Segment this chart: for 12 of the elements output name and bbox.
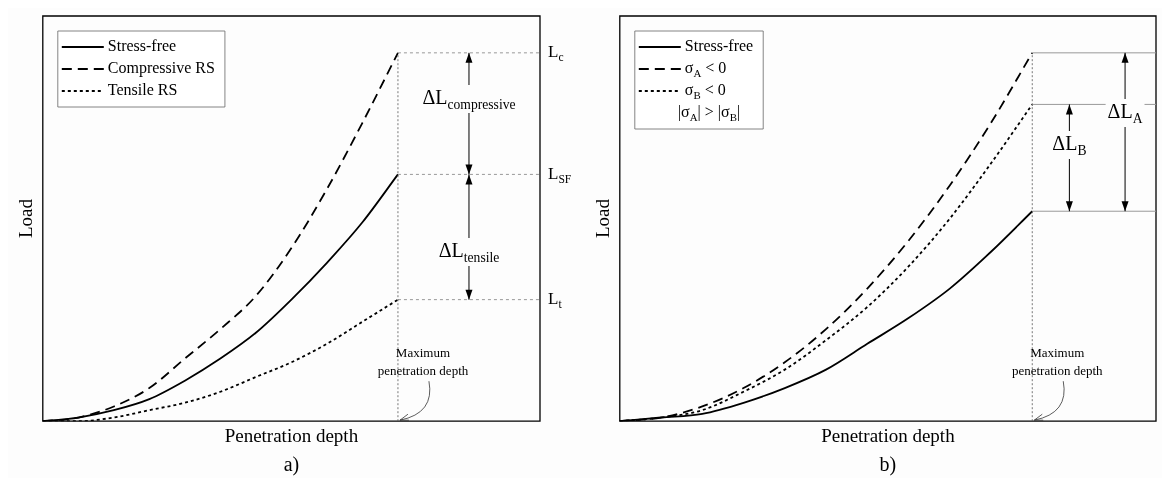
x-axis-title: Penetration depth: [224, 424, 359, 446]
legend-label: Stress-free: [684, 37, 754, 55]
annotation: Maximum penetration depth: [377, 344, 469, 378]
legend-label: Stress-free: [107, 37, 177, 55]
text: b): [879, 453, 897, 477]
legend-label: Compressive RS: [107, 59, 215, 78]
y-axis-title: Load: [15, 198, 37, 239]
y-axis-title: Load: [592, 198, 614, 239]
x-axis-title: Penetration depth: [821, 424, 956, 446]
text: a): [283, 453, 300, 477]
annotation: Maximum penetration depth: [1011, 344, 1104, 378]
legend-label: Tensile RS: [107, 81, 178, 99]
